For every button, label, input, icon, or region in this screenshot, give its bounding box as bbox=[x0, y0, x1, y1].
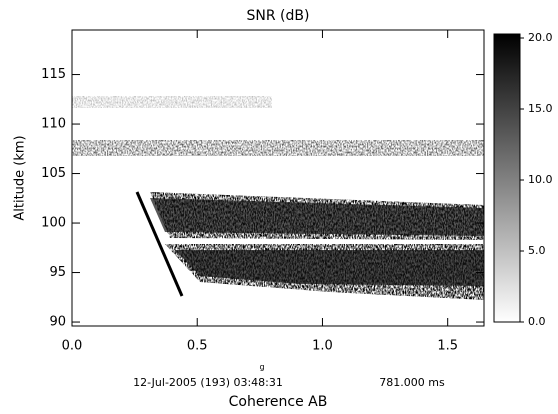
y-tick-label: 110 bbox=[41, 117, 66, 132]
y-axis-label: Altitude (km) bbox=[13, 135, 28, 220]
footer-time: 781.000 ms bbox=[379, 376, 445, 389]
faint-layer bbox=[72, 140, 484, 156]
x-tick-label: 0.0 bbox=[62, 339, 83, 354]
colorbar-tick-label: 5.0 bbox=[528, 244, 546, 257]
echo-core bbox=[150, 198, 484, 236]
colorbar-tick-label: 15.0 bbox=[528, 102, 553, 115]
echo-core bbox=[175, 250, 484, 286]
colorbar bbox=[493, 33, 521, 323]
x-tick-label: 0.5 bbox=[187, 339, 208, 354]
faint-layer bbox=[72, 96, 272, 108]
diagonal-echo bbox=[135, 191, 184, 297]
y-tick-label: 90 bbox=[49, 315, 66, 330]
chart-title: SNR (dB) bbox=[247, 8, 310, 24]
y-tick-label: 95 bbox=[49, 265, 66, 280]
colorbar-tick-label: 10.0 bbox=[528, 173, 553, 186]
footer-mark: g bbox=[259, 363, 264, 372]
footer-date: 12-Jul-2005 (193) 03:48:31 bbox=[133, 376, 283, 389]
x-tick-label: 1.0 bbox=[312, 339, 333, 354]
x-axis-label: Coherence AB bbox=[229, 394, 328, 410]
y-tick-label: 105 bbox=[41, 166, 66, 181]
y-tick-label: 100 bbox=[41, 216, 66, 231]
x-tick-label: 1.5 bbox=[437, 339, 458, 354]
echo-texture bbox=[72, 96, 484, 300]
colorbar-tick-label: 20.0 bbox=[528, 31, 553, 44]
y-tick-label: 115 bbox=[41, 67, 66, 82]
colorbar-tick-label: 0.0 bbox=[528, 315, 546, 328]
plot-frame bbox=[71, 29, 485, 327]
